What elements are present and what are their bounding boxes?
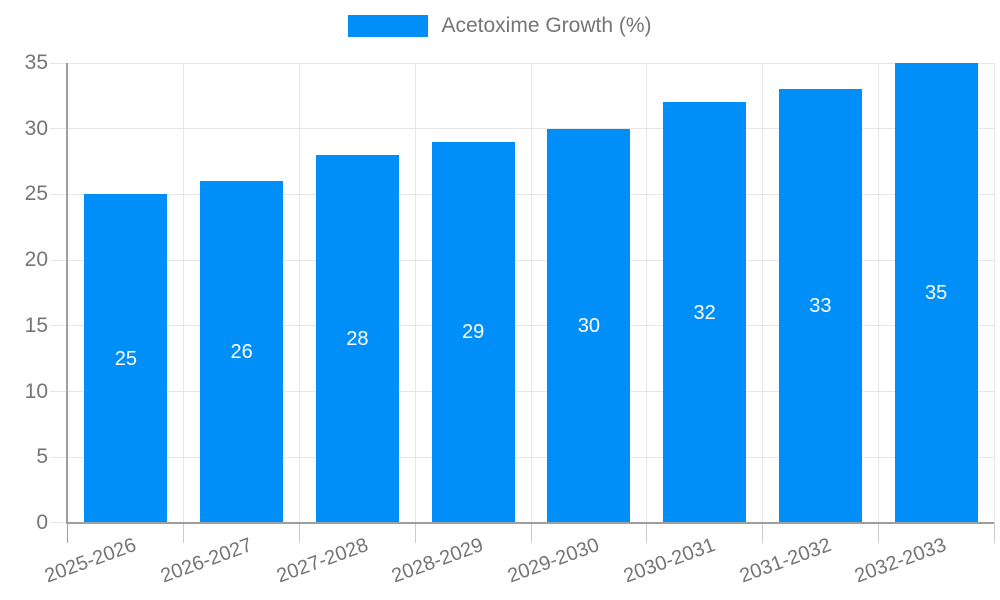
x-axis-tick	[762, 523, 763, 543]
x-axis-label: 2032-2033	[852, 534, 950, 588]
bar: 26	[200, 181, 284, 523]
x-axis-tick	[183, 523, 185, 543]
x-axis-tick	[67, 523, 68, 543]
h-gridline	[50, 62, 994, 64]
legend-swatch	[348, 15, 429, 37]
v-gridline	[993, 63, 995, 523]
bar-value-label: 30	[577, 314, 600, 337]
x-axis-tick	[414, 523, 416, 543]
x-axis-label: 2030-2031	[620, 534, 719, 588]
v-gridline	[762, 63, 763, 523]
x-axis-tick	[299, 523, 300, 543]
x-axis-tick	[877, 523, 879, 543]
bar-value-label: 25	[114, 347, 137, 370]
bar: 29	[431, 141, 515, 523]
y-axis-label: 25	[24, 182, 48, 206]
legend: Acetoxime Growth (%)	[0, 14, 1000, 38]
x-axis-tick	[646, 523, 648, 543]
y-axis-label: 5	[36, 445, 48, 469]
h-tick	[50, 522, 68, 523]
legend-label: Acetoxime Growth (%)	[441, 14, 652, 37]
y-axis-label: 20	[24, 248, 48, 272]
y-axis-label: 35	[24, 51, 48, 74]
bar-value-label: 28	[346, 328, 369, 350]
y-axis-line	[66, 63, 68, 523]
bar-value-label: 29	[462, 321, 485, 344]
bar: 30	[547, 128, 631, 523]
bar-value-label: 26	[230, 341, 253, 364]
v-gridline	[299, 63, 300, 523]
y-axis-label: 15	[24, 313, 48, 337]
bar-value-label: 35	[925, 282, 948, 304]
bar-value-label: 32	[693, 301, 716, 324]
x-axis-tick	[993, 523, 995, 543]
x-axis-label: 2026-2027	[157, 534, 256, 588]
bar-value-label: 33	[809, 295, 832, 318]
x-axis-label: 2025-2026	[41, 534, 140, 588]
bar: 25	[84, 194, 168, 523]
v-gridline	[530, 63, 532, 523]
x-axis-label: 2027-2028	[273, 534, 371, 588]
bar: 35	[894, 63, 978, 523]
x-axis-label: 2028-2029	[389, 534, 487, 588]
v-gridline	[877, 63, 879, 523]
x-axis-label: 2029-2030	[504, 534, 603, 588]
v-gridline	[183, 63, 185, 523]
y-axis-label: 0	[36, 511, 48, 534]
y-axis-label: 30	[24, 116, 48, 140]
x-axis-tick	[530, 523, 532, 543]
bar: 33	[778, 89, 862, 523]
plot-area: 25 26 28 29 30 32 33 35	[50, 62, 995, 543]
bar: 32	[663, 102, 747, 523]
v-gridline	[414, 63, 416, 523]
v-gridline	[646, 63, 648, 523]
y-axis-label: 10	[24, 379, 48, 403]
bar: 28	[315, 155, 399, 523]
x-axis-label: 2031-2032	[736, 534, 834, 588]
